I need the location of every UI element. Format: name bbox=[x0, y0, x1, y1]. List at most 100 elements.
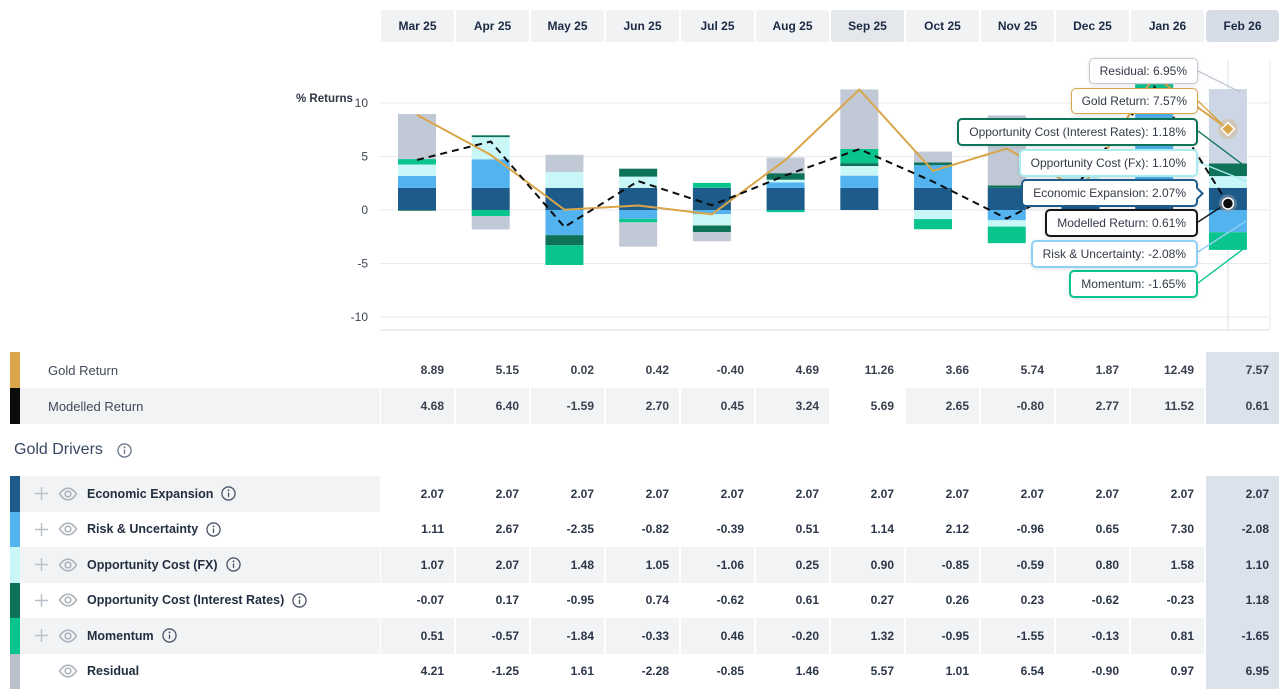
bar-segment-risk-uncertainty[interactable] bbox=[619, 210, 658, 219]
bar-segment-opportunity-cost-interest-rates[interactable] bbox=[1208, 163, 1247, 177]
month-tab-apr-25[interactable]: Apr 25 bbox=[456, 10, 529, 42]
bar-segment-opportunity-cost-fx[interactable] bbox=[766, 179, 805, 183]
tooltip-leader-line bbox=[1197, 70, 1241, 93]
value-cell-sep-25: 1.32 bbox=[831, 618, 904, 654]
eye-icon[interactable] bbox=[58, 486, 78, 502]
bar-segment-momentum[interactable] bbox=[914, 219, 953, 230]
bar-segment-opportunity-cost-interest-rates[interactable] bbox=[840, 163, 879, 167]
value-cell-jan-26: 7.30 bbox=[1170, 522, 1194, 537]
info-icon[interactable] bbox=[206, 522, 221, 537]
bar-segment-opportunity-cost-interest-rates[interactable] bbox=[914, 162, 953, 166]
eye-icon[interactable] bbox=[58, 557, 78, 573]
info-icon[interactable] bbox=[161, 628, 177, 643]
driver-label-cell: Opportunity Cost (FX) bbox=[10, 547, 380, 583]
expand-button[interactable] bbox=[34, 557, 49, 572]
bar-segment-opportunity-cost-fx[interactable] bbox=[1208, 176, 1247, 188]
bar-segment-risk-uncertainty[interactable] bbox=[1208, 210, 1247, 233]
eye-icon[interactable] bbox=[58, 663, 78, 679]
bar-segment-risk-uncertainty[interactable] bbox=[398, 175, 436, 188]
month-tab-aug-25[interactable]: Aug 25 bbox=[756, 10, 829, 42]
bar-segment-risk-uncertainty[interactable] bbox=[987, 210, 1026, 221]
bar-segment-residual[interactable] bbox=[545, 154, 584, 173]
eye-icon[interactable] bbox=[58, 628, 78, 644]
bar-segment-risk-uncertainty[interactable] bbox=[914, 165, 953, 188]
eye-icon[interactable] bbox=[58, 592, 78, 608]
tooltip-modelled-return: Modelled Return: 0.61% bbox=[1045, 209, 1198, 237]
bar-segment-momentum[interactable] bbox=[545, 245, 584, 265]
month-tab-jul-25[interactable]: Jul 25 bbox=[681, 10, 754, 42]
driver-label: Momentum bbox=[87, 628, 154, 643]
bar-segment-residual[interactable] bbox=[471, 216, 510, 230]
bar-segment-opportunity-cost-interest-rates[interactable] bbox=[987, 185, 1026, 188]
modelled-return-marker[interactable] bbox=[1221, 197, 1235, 210]
bar-segment-momentum[interactable] bbox=[766, 210, 805, 213]
bar-segment-opportunity-cost-interest-rates[interactable] bbox=[619, 168, 658, 177]
bar-segment-risk-uncertainty[interactable] bbox=[545, 210, 584, 236]
bar-segment-economic-expansion[interactable] bbox=[398, 187, 436, 210]
month-tab-nov-25[interactable]: Nov 25 bbox=[981, 10, 1054, 42]
bar-segment-opportunity-cost-interest-rates[interactable] bbox=[766, 173, 805, 180]
bar-segment-opportunity-cost-fx[interactable] bbox=[471, 137, 510, 160]
bar-segment-opportunity-cost-interest-rates[interactable] bbox=[545, 235, 584, 246]
value-cell-aug-25: 0.51 bbox=[795, 522, 819, 537]
y-tick-label: 10 bbox=[355, 96, 369, 110]
value-cell-may-25: -1.84 bbox=[531, 618, 604, 654]
expand-button[interactable] bbox=[34, 628, 49, 643]
expand-button[interactable] bbox=[34, 522, 49, 537]
bar-segment-opportunity-cost-fx[interactable] bbox=[545, 172, 584, 188]
bar-segment-risk-uncertainty[interactable] bbox=[766, 182, 805, 188]
value-cell-nov-25: -0.96 bbox=[1016, 522, 1044, 537]
expand-button[interactable] bbox=[34, 486, 49, 501]
bar-segment-residual[interactable] bbox=[619, 222, 658, 247]
bar-segment-opportunity-cost-fx[interactable] bbox=[692, 214, 731, 226]
month-tab-jun-25[interactable]: Jun 25 bbox=[606, 10, 679, 42]
info-icon[interactable] bbox=[292, 593, 307, 608]
bar-segment-economic-expansion[interactable] bbox=[471, 187, 510, 210]
info-icon[interactable] bbox=[221, 486, 237, 501]
month-tab-jan-26[interactable]: Jan 26 bbox=[1131, 10, 1204, 42]
bar-segment-opportunity-cost-fx[interactable] bbox=[914, 210, 953, 220]
info-icon[interactable] bbox=[225, 557, 241, 572]
bar-segment-residual[interactable] bbox=[692, 232, 731, 242]
bar-segment-opportunity-cost-interest-rates[interactable] bbox=[398, 210, 436, 211]
bar-segment-opportunity-cost-interest-rates[interactable] bbox=[471, 135, 510, 138]
bar-segment-momentum[interactable] bbox=[692, 182, 731, 188]
bar-segment-economic-expansion[interactable] bbox=[987, 187, 1026, 210]
bar-segment-opportunity-cost-fx[interactable] bbox=[840, 166, 879, 176]
bar-segment-opportunity-cost-fx[interactable] bbox=[619, 176, 658, 188]
value-cell-dec-25: 2.07 bbox=[1095, 486, 1119, 501]
month-tab-feb-26[interactable]: Feb 26 bbox=[1206, 10, 1279, 42]
bar-segment-momentum[interactable] bbox=[619, 218, 658, 223]
bar-segment-momentum[interactable] bbox=[840, 149, 879, 164]
bar-segment-opportunity-cost-fx[interactable] bbox=[398, 164, 436, 176]
bar-segment-momentum[interactable] bbox=[987, 226, 1026, 244]
bar-segment-risk-uncertainty[interactable] bbox=[692, 210, 731, 215]
bar-segment-opportunity-cost-interest-rates[interactable] bbox=[692, 225, 731, 233]
bar-segment-economic-expansion[interactable] bbox=[545, 187, 584, 210]
info-icon[interactable] bbox=[117, 442, 132, 458]
expand-button[interactable] bbox=[34, 593, 49, 608]
bar-segment-residual[interactable] bbox=[840, 89, 879, 150]
month-tab-oct-25[interactable]: Oct 25 bbox=[906, 10, 979, 42]
month-tab-may-25[interactable]: May 25 bbox=[531, 10, 604, 42]
bar-segment-momentum[interactable] bbox=[471, 210, 510, 217]
bar-segment-economic-expansion[interactable] bbox=[766, 187, 805, 210]
bar-segment-residual[interactable] bbox=[766, 157, 805, 174]
bar-segment-residual[interactable] bbox=[398, 114, 436, 160]
month-tab-mar-25[interactable]: Mar 25 bbox=[381, 10, 454, 42]
eye-icon[interactable] bbox=[58, 521, 78, 537]
value-cell-nov-25: 0.23 bbox=[1020, 593, 1044, 608]
bar-segment-risk-uncertainty[interactable] bbox=[840, 175, 879, 188]
month-tab-sep-25[interactable]: Sep 25 bbox=[831, 10, 904, 42]
bar-segment-momentum[interactable] bbox=[398, 159, 436, 165]
bar-segment-opportunity-cost-fx[interactable] bbox=[987, 220, 1026, 227]
bar-segment-economic-expansion[interactable] bbox=[840, 187, 879, 210]
bar-segment-residual[interactable] bbox=[914, 151, 953, 163]
month-tab-dec-25[interactable]: Dec 25 bbox=[1056, 10, 1129, 42]
bar-segment-economic-expansion[interactable] bbox=[914, 187, 953, 210]
bar-segment-economic-expansion[interactable] bbox=[619, 187, 658, 210]
gold-return-marker[interactable] bbox=[1220, 121, 1236, 137]
bar-segment-momentum[interactable] bbox=[1208, 232, 1247, 250]
bar-segment-economic-expansion[interactable] bbox=[692, 187, 731, 210]
month-header: Mar 25 Apr 25 May 25 Jun 25 Jul 25 Aug 25 Sep … bbox=[380, 10, 1280, 42]
